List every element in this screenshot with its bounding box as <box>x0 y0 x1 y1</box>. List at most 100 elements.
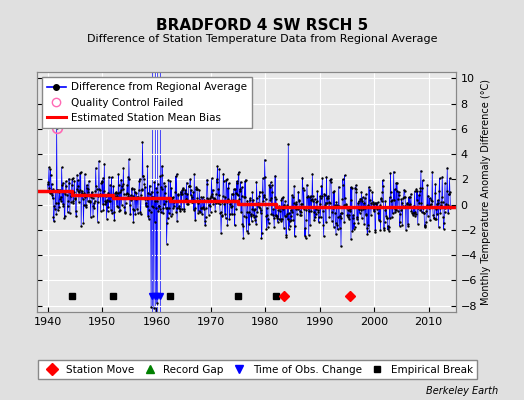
Point <box>263 226 271 232</box>
Point <box>182 179 191 186</box>
Point <box>413 188 421 194</box>
Point <box>342 201 351 208</box>
Point <box>427 201 435 208</box>
Point <box>69 199 77 206</box>
Point <box>344 212 353 219</box>
Point <box>289 217 298 224</box>
Point <box>425 195 434 201</box>
Point <box>337 214 346 221</box>
Point <box>223 222 232 228</box>
Point <box>76 187 84 193</box>
Point <box>244 200 252 207</box>
Point <box>132 196 140 202</box>
Point <box>444 210 452 216</box>
Point <box>396 211 405 218</box>
Point <box>68 176 77 182</box>
Point <box>311 214 319 220</box>
Point <box>260 194 268 201</box>
Point <box>168 194 177 201</box>
Point <box>198 211 206 217</box>
Point <box>156 206 164 212</box>
Point <box>354 200 362 206</box>
Point <box>310 209 318 215</box>
Point <box>257 207 265 213</box>
Point <box>134 194 143 200</box>
Point <box>163 220 171 226</box>
Point <box>351 224 359 230</box>
Point <box>148 194 157 200</box>
Point <box>340 202 348 208</box>
Point <box>340 219 348 225</box>
Point <box>119 181 127 187</box>
Point <box>421 222 430 229</box>
Point <box>440 226 448 232</box>
Point <box>375 218 384 224</box>
Point <box>345 206 354 212</box>
Point <box>246 195 254 201</box>
Point <box>133 195 141 202</box>
Point <box>319 208 327 214</box>
Point <box>269 214 278 221</box>
Point <box>426 202 434 208</box>
Point <box>301 225 309 232</box>
Point <box>356 196 364 202</box>
Point <box>420 224 429 230</box>
Point <box>226 198 235 204</box>
Point <box>191 205 199 211</box>
Point <box>442 201 450 208</box>
Point <box>160 180 168 186</box>
Point <box>188 198 196 205</box>
Point <box>445 191 453 198</box>
Point <box>136 176 144 182</box>
Point <box>292 199 301 206</box>
Point <box>398 221 407 228</box>
Point <box>75 199 83 205</box>
Point <box>187 187 195 193</box>
Point <box>228 211 236 217</box>
Point <box>407 191 415 197</box>
Point <box>70 189 78 195</box>
Point <box>55 204 63 210</box>
Point <box>140 176 148 182</box>
Point <box>414 204 422 211</box>
Point <box>139 172 147 179</box>
Point <box>141 203 150 209</box>
Point <box>433 211 441 217</box>
Point <box>392 180 400 186</box>
Point <box>255 204 263 211</box>
Point <box>307 192 315 199</box>
Point <box>399 203 407 210</box>
Point <box>305 208 313 214</box>
Point <box>300 187 308 194</box>
Point <box>74 183 83 190</box>
Point <box>116 206 124 213</box>
Point <box>245 209 253 216</box>
Point <box>320 190 329 197</box>
Point <box>418 209 426 216</box>
Point <box>279 194 288 200</box>
Point <box>282 231 290 238</box>
Point <box>309 198 318 204</box>
Point <box>68 175 77 182</box>
Point <box>129 218 138 225</box>
Point <box>179 185 187 191</box>
Point <box>242 214 250 220</box>
Point <box>75 189 83 195</box>
Point <box>123 190 131 196</box>
Point <box>209 200 217 207</box>
Point <box>195 197 204 203</box>
Point <box>233 180 242 186</box>
Point <box>375 216 383 223</box>
Point <box>229 190 237 197</box>
Point <box>69 198 78 204</box>
Point <box>192 184 200 190</box>
Point <box>110 216 118 223</box>
Point <box>445 175 454 182</box>
Point <box>357 207 365 213</box>
Point <box>182 196 190 202</box>
Point <box>222 176 231 182</box>
Point <box>93 218 102 225</box>
Point <box>195 186 203 193</box>
Point <box>171 188 179 195</box>
Point <box>222 176 230 183</box>
